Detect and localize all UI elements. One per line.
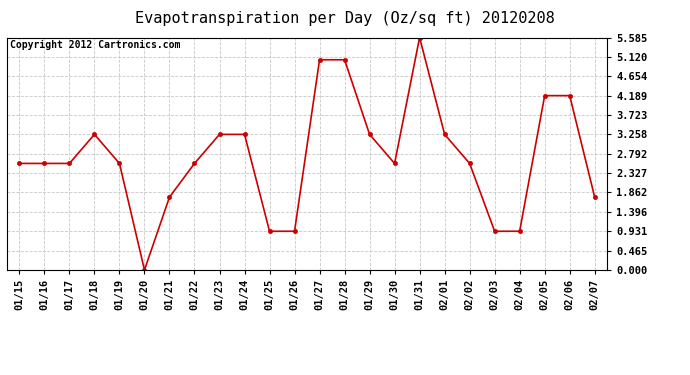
Text: Copyright 2012 Cartronics.com: Copyright 2012 Cartronics.com [10,40,180,50]
Text: Evapotranspiration per Day (Oz/sq ft) 20120208: Evapotranspiration per Day (Oz/sq ft) 20… [135,11,555,26]
